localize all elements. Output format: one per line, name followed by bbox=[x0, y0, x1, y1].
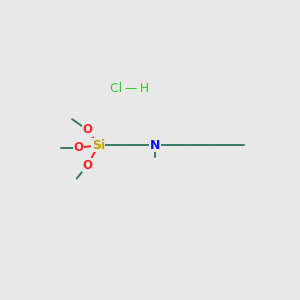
Text: Si: Si bbox=[92, 139, 105, 152]
Text: O: O bbox=[82, 159, 92, 172]
Text: N: N bbox=[150, 139, 160, 152]
Text: Cl — H: Cl — H bbox=[110, 82, 149, 95]
Text: O: O bbox=[73, 141, 83, 154]
Text: O: O bbox=[82, 123, 92, 136]
